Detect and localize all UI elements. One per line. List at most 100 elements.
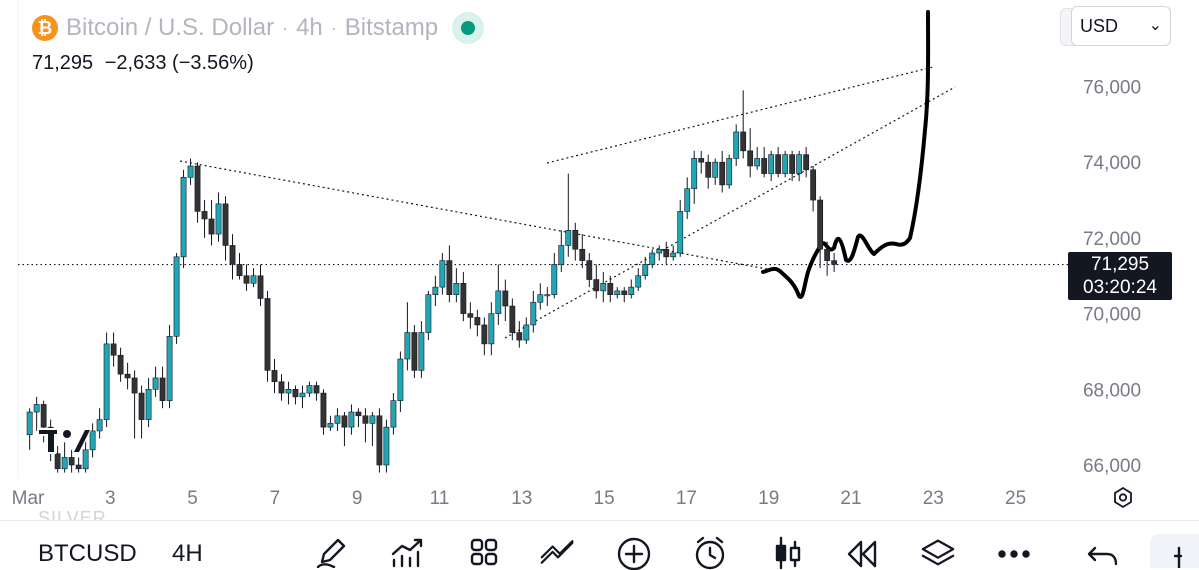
candle	[803, 147, 810, 178]
candle	[698, 150, 705, 174]
candle-body	[61, 457, 68, 470]
candle	[453, 268, 460, 303]
more-icon[interactable]	[996, 534, 1032, 568]
candle-body	[166, 336, 173, 401]
candle	[740, 90, 747, 159]
candle	[222, 196, 229, 261]
layers-icon[interactable]	[920, 534, 956, 568]
candle-body	[229, 245, 236, 265]
hand-drawn-projection	[761, 10, 931, 299]
indicators-icon[interactable]	[389, 534, 425, 568]
candle	[96, 408, 103, 439]
candle-body	[145, 388, 152, 420]
candle-body	[201, 211, 208, 220]
candle	[306, 381, 313, 397]
candle	[89, 423, 96, 458]
currency-select[interactable]: USD ⌄	[1071, 6, 1171, 46]
interval-label[interactable]: 4h	[296, 14, 323, 41]
candle-body	[474, 317, 481, 326]
candle-body	[138, 392, 145, 420]
symbol-title[interactable]: Bitcoin / U.S. Dollar	[66, 14, 275, 41]
add-icon[interactable]	[616, 534, 652, 570]
candle-body	[26, 411, 33, 436]
time-tick-label: 23	[923, 488, 944, 509]
candle-body	[362, 415, 369, 424]
candle	[201, 200, 208, 238]
exchange-label[interactable]: Bitstamp	[344, 14, 439, 41]
candle	[243, 264, 250, 291]
candle-body	[124, 373, 131, 379]
candle-type-icon[interactable]	[770, 534, 806, 570]
candle	[775, 147, 782, 178]
candle-body	[159, 377, 166, 401]
candle	[614, 287, 621, 299]
candle-body	[824, 248, 831, 261]
candle-body	[621, 290, 628, 295]
last-price: 71,295	[32, 52, 94, 74]
candle-body	[187, 165, 194, 178]
undo-icon[interactable]	[1085, 534, 1121, 568]
candle-body	[341, 415, 348, 428]
candle-body	[68, 457, 75, 466]
candle-body	[432, 286, 439, 295]
candle-body	[768, 154, 775, 174]
layout-grid-icon[interactable]	[466, 534, 502, 568]
candle	[173, 253, 180, 344]
time-tick-label: 25	[1005, 488, 1026, 509]
price-tick-label: 68,000	[1083, 380, 1141, 401]
candle-body	[180, 177, 187, 258]
candle	[670, 245, 677, 261]
candle-body	[810, 169, 817, 201]
chart-settings-icon[interactable]	[1114, 486, 1132, 509]
candle	[530, 290, 537, 333]
candle	[159, 366, 166, 409]
user-drawings	[179, 10, 956, 339]
alert-clock-icon[interactable]	[692, 534, 728, 570]
price-tick-label: 74,000	[1083, 153, 1141, 174]
candle	[768, 150, 775, 182]
candle	[565, 173, 572, 257]
candle-body	[292, 388, 299, 398]
candle-body	[614, 290, 621, 295]
candle-body	[726, 158, 733, 186]
candle-body	[194, 165, 201, 212]
price-tick-label: 76,000	[1083, 78, 1141, 99]
candle-body	[663, 248, 670, 258]
candle-body	[250, 275, 257, 284]
candle	[782, 150, 789, 178]
compare-icon[interactable]	[540, 534, 576, 568]
bitcoin-logo-icon: ₿	[32, 15, 58, 41]
candle	[663, 241, 670, 265]
symbol-header[interactable]: ₿ Bitcoin / U.S. Dollar · 4h · Bitstamp	[32, 12, 485, 44]
candle	[488, 302, 495, 356]
candle	[474, 309, 481, 337]
candle-body	[96, 419, 103, 432]
time-tick-label: 5	[187, 488, 198, 509]
candle-body	[453, 283, 460, 295]
candle	[824, 241, 831, 276]
toolbar-timeframe[interactable]: 4H	[172, 540, 203, 567]
candle-body	[740, 131, 747, 152]
replay-icon[interactable]	[843, 534, 879, 568]
time-tick-label: 3	[105, 488, 116, 509]
price-chart[interactable]: 66,000 68,000 70,000 72,000 74,000 76,000 Mar…	[0, 0, 1199, 520]
price-axis[interactable]: 66,000 68,000 70,000 72,000 74,000 76,000	[1083, 78, 1141, 478]
candle-body	[796, 154, 803, 174]
candle	[572, 222, 579, 261]
candle-body	[285, 388, 292, 394]
candle-body	[656, 248, 663, 254]
candle	[208, 200, 215, 246]
trendline-wedge-bottom	[504, 86, 956, 339]
redo-icon[interactable]	[1150, 534, 1199, 568]
candle	[68, 449, 75, 473]
candle-body	[215, 203, 222, 235]
candle-body	[334, 415, 341, 424]
time-tick-label: 15	[594, 488, 615, 509]
currency-value: USD	[1080, 15, 1119, 36]
toolbar-symbol[interactable]: BTCUSD	[38, 540, 137, 567]
time-axis[interactable]: Mar 3 5 7 9 11 13 15 17 19 21 23 25	[12, 488, 1027, 509]
pencil-icon[interactable]	[313, 534, 349, 568]
market-status-icon[interactable]	[452, 12, 485, 44]
candle-body	[705, 161, 712, 178]
candle	[292, 385, 299, 405]
